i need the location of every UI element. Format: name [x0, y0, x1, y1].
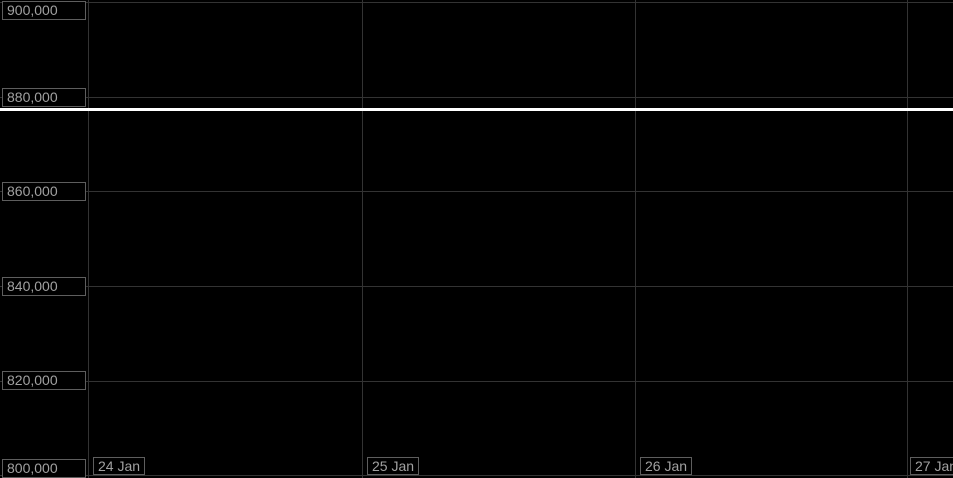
x-axis-label: 25 Jan: [367, 457, 419, 475]
y-axis-label: 840,000: [2, 277, 86, 296]
y-axis-label: 900,000: [2, 1, 86, 20]
x-axis-label: 24 Jan: [93, 457, 145, 475]
gridline-horizontal: [0, 286, 953, 287]
y-axis-label: 800,000: [2, 459, 86, 478]
gridline-horizontal: [0, 2, 953, 3]
gridline-vertical: [907, 0, 908, 478]
gridline-vertical: [362, 0, 363, 478]
gridline-horizontal: [0, 97, 953, 98]
gridline-vertical: [88, 0, 89, 478]
gridline-horizontal: [0, 381, 953, 382]
gridline-horizontal: [0, 475, 953, 476]
gridline-horizontal: [0, 191, 953, 192]
y-axis-label: 820,000: [2, 371, 86, 390]
x-axis-label: 27 Jan: [910, 457, 953, 475]
current-price-line: [0, 108, 953, 111]
y-axis-label: 880,000: [2, 88, 86, 107]
y-axis-label: 860,000: [2, 182, 86, 201]
x-axis-label: 26 Jan: [640, 457, 692, 475]
gridline-vertical: [635, 0, 636, 478]
